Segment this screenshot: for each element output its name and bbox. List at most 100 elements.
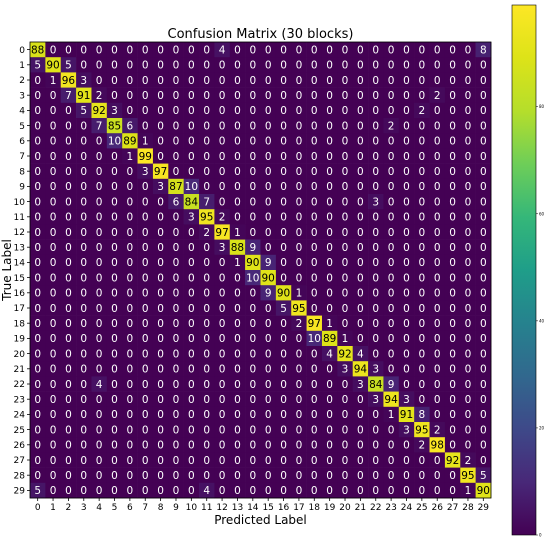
- heatmap-cell: [106, 163, 123, 180]
- heatmap-cell: [337, 178, 353, 195]
- cell-value-label: 0: [65, 288, 72, 300]
- cell-value-label: 0: [249, 151, 256, 163]
- cell-value-label: 0: [419, 212, 426, 224]
- heatmap-cell: [429, 148, 446, 164]
- cell-value-label: 0: [157, 196, 164, 208]
- cell-value-label: 2: [219, 212, 226, 224]
- cell-value-label: 5: [80, 105, 87, 117]
- heatmap-cell: [475, 315, 492, 332]
- heatmap-cell: [321, 285, 338, 301]
- heatmap-cell: [444, 148, 461, 164]
- cell-value-label: 0: [480, 379, 487, 391]
- heatmap-cell: [183, 178, 200, 195]
- cell-value-label: 4: [326, 348, 333, 360]
- cell-value-label: 0: [234, 303, 241, 315]
- cell-value-label: 0: [342, 455, 349, 467]
- heatmap-cell: [444, 209, 461, 225]
- heatmap-cell: [475, 148, 492, 164]
- x-tick-label: 25: [416, 503, 427, 513]
- heatmap-cell: [398, 467, 415, 484]
- cell-value-label: 0: [372, 288, 379, 300]
- cell-value-label: 90: [277, 288, 290, 300]
- cell-value-label: 0: [142, 303, 149, 315]
- y-axis-label: True Label: [0, 239, 14, 302]
- cell-value-label: 0: [311, 151, 318, 163]
- cell-value-label: 1: [50, 75, 57, 87]
- heatmap-cell: [383, 72, 400, 88]
- cell-value-label: 0: [65, 44, 72, 56]
- heatmap-cell: [183, 163, 200, 180]
- heatmap-cell: [60, 270, 77, 286]
- cell-value-label: 0: [111, 44, 118, 56]
- heatmap-cell: [291, 57, 307, 73]
- heatmap-cell: [260, 330, 277, 347]
- cell-value-label: 0: [326, 196, 333, 208]
- heatmap-cell: [414, 391, 430, 408]
- cell-value-label: 0: [449, 151, 456, 163]
- heatmap-cell: [152, 315, 169, 332]
- cell-value-label: 0: [219, 470, 226, 482]
- heatmap-cell: [398, 239, 415, 256]
- cell-value-label: 0: [34, 181, 41, 193]
- heatmap-cell: [245, 102, 261, 119]
- heatmap-cell: [229, 330, 246, 347]
- heatmap-cell: [229, 422, 246, 438]
- cell-value-label: 0: [449, 90, 456, 102]
- heatmap-cell: [30, 209, 46, 225]
- heatmap-cell: [306, 224, 323, 240]
- cell-value-label: 0: [326, 136, 333, 148]
- cell-value-label: 0: [142, 318, 149, 330]
- cell-value-label: 0: [249, 196, 256, 208]
- cell-value-label: 0: [434, 303, 441, 315]
- heatmap-cell: [152, 467, 169, 484]
- heatmap-cell: [368, 300, 384, 316]
- heatmap-cell: [106, 118, 123, 134]
- heatmap-cell: [152, 270, 169, 286]
- cell-value-label: 95: [415, 424, 428, 436]
- cell-value-label: 0: [203, 166, 210, 178]
- cell-value-label: 89: [123, 136, 136, 148]
- heatmap-cell: [352, 330, 369, 347]
- cell-value-label: 0: [465, 364, 472, 376]
- cell-value-label: 0: [249, 318, 256, 330]
- cell-value-label: 0: [173, 364, 180, 376]
- heatmap-cell: [30, 270, 46, 286]
- heatmap-cell: [30, 406, 46, 423]
- heatmap-cell: [352, 102, 369, 119]
- heatmap-cell: [444, 239, 461, 256]
- y-tick-label: 3: [19, 91, 25, 101]
- cell-value-label: 88: [231, 242, 244, 254]
- cell-value-label: 0: [157, 120, 164, 132]
- heatmap-cell: [106, 133, 123, 149]
- heatmap-cell: [414, 239, 430, 256]
- cell-value-label: 0: [142, 257, 149, 269]
- heatmap-cell: [137, 178, 154, 195]
- cell-value-label: 6: [127, 120, 134, 132]
- cell-value-label: 0: [449, 424, 456, 436]
- heatmap-cell: [321, 330, 338, 347]
- heatmap-cell: [122, 437, 138, 453]
- cell-value-label: 0: [326, 257, 333, 269]
- cell-value-label: 0: [480, 257, 487, 269]
- cell-value-label: 3: [372, 364, 379, 376]
- heatmap-cell: [475, 391, 492, 408]
- cell-value-label: 0: [403, 105, 410, 117]
- x-tick-label: 23: [385, 503, 396, 513]
- heatmap-cell: [444, 133, 461, 149]
- cell-value-label: 0: [403, 318, 410, 330]
- cell-value-label: 0: [357, 470, 364, 482]
- cell-value-label: 0: [219, 348, 226, 360]
- cell-value-label: 97: [215, 227, 228, 239]
- cell-value-label: 0: [357, 105, 364, 117]
- heatmap-cell: [199, 163, 215, 180]
- heatmap-cell: [60, 422, 77, 438]
- heatmap-cell: [306, 239, 323, 256]
- heatmap-cell: [260, 102, 277, 119]
- y-tick-label: 22: [14, 380, 25, 390]
- cell-value-label: 0: [142, 379, 149, 391]
- cell-value-label: 0: [234, 212, 241, 224]
- cell-value-label: 0: [249, 166, 256, 178]
- cell-value-label: 0: [388, 227, 395, 239]
- heatmap-cell: [45, 406, 62, 423]
- heatmap-cell: [398, 376, 415, 392]
